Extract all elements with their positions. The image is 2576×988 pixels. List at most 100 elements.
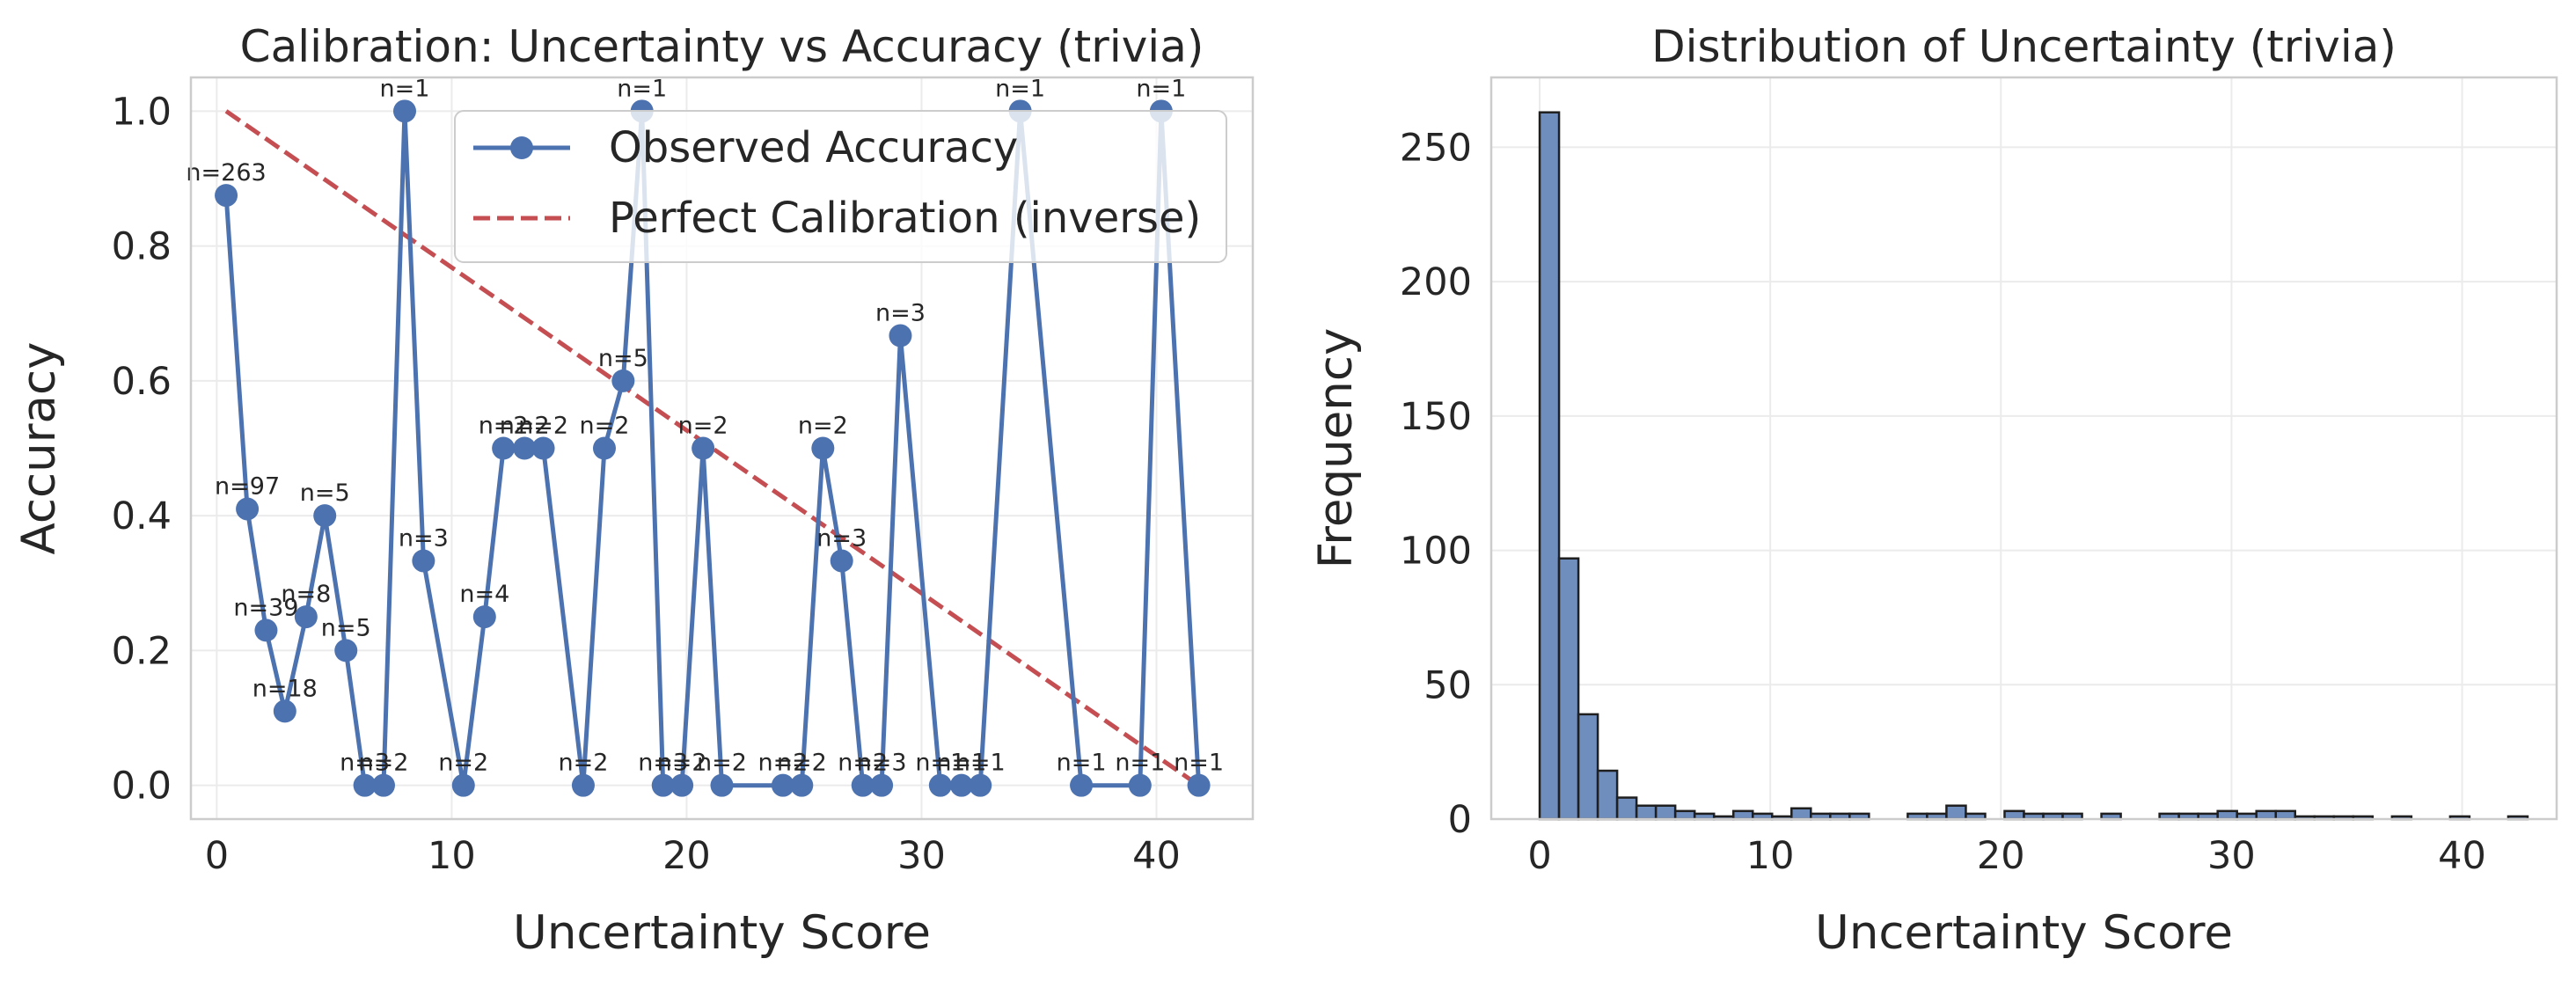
histogram-bar xyxy=(1635,804,1658,821)
count-annotation: n=5 xyxy=(598,345,648,372)
histogram-y-ticks: 0 50 100 150 200 250 xyxy=(1400,126,1472,842)
x-tick-label: 20 xyxy=(1977,834,2025,878)
count-annotation: n=3 xyxy=(875,300,926,327)
count-annotation: n=2 xyxy=(580,413,630,440)
histogram-x-axis-label: Uncertainty Score xyxy=(1815,906,2233,960)
histogram-bar xyxy=(2003,809,2025,821)
data-point xyxy=(928,773,952,797)
histogram-bar xyxy=(1615,796,1638,821)
histogram-bar xyxy=(2216,809,2238,821)
y-tick-label: 0.4 xyxy=(112,494,172,538)
histogram-bar xyxy=(1731,809,1754,821)
x-tick-label: 40 xyxy=(1132,834,1181,878)
histogram-plot-area xyxy=(1491,77,2557,819)
histogram-panel: 0 10 20 30 40 0 50 100 150 200 250 Distribution o… xyxy=(1309,21,2558,960)
y-tick-label: 0.0 xyxy=(112,765,172,809)
count-annotation: n=2 xyxy=(757,750,808,777)
data-point xyxy=(790,773,814,797)
y-tick-label: 0 xyxy=(1448,798,1472,842)
data-point xyxy=(371,773,395,797)
count-annotation: n=3 xyxy=(340,750,390,777)
legend-observed-accuracy-label: Observed Accuracy xyxy=(609,123,1018,172)
count-annotation: n=2 xyxy=(697,750,747,777)
count-annotation: n=2 xyxy=(657,750,707,777)
histogram-bar xyxy=(2274,809,2297,821)
histogram-bar xyxy=(1790,807,1812,821)
count-annotation: n=1 xyxy=(1115,750,1165,777)
data-point xyxy=(492,436,516,460)
count-annotation: n=4 xyxy=(459,581,509,608)
data-point xyxy=(771,773,794,797)
calibration-x-axis-label: Uncertainty Score xyxy=(513,906,931,960)
count-annotation: n=2 xyxy=(359,750,409,777)
histogram-bar xyxy=(1577,713,1599,821)
data-point xyxy=(313,504,337,528)
data-point xyxy=(1070,773,1094,797)
data-point xyxy=(254,618,278,642)
data-point xyxy=(611,369,635,392)
x-tick-label: 0 xyxy=(1527,834,1551,878)
x-tick-label: 30 xyxy=(2207,834,2256,878)
histogram-bar xyxy=(1596,769,1619,821)
count-annotation: n=2 xyxy=(518,413,568,440)
calibration-y-ticks: 0.0 0.2 0.4 0.6 0.8 1.0 xyxy=(112,90,172,808)
y-tick-label: 100 xyxy=(1400,530,1472,574)
x-tick-label: 40 xyxy=(2438,834,2486,878)
x-tick-label: 30 xyxy=(897,834,946,878)
count-annotation: n=1 xyxy=(380,75,430,102)
data-point xyxy=(571,773,595,797)
count-annotation: n=1 xyxy=(1057,750,1107,777)
histogram-bar xyxy=(1945,804,1967,821)
data-point xyxy=(969,773,992,797)
histogram-bars xyxy=(1538,111,2529,821)
data-point xyxy=(294,605,318,629)
x-tick-label: 10 xyxy=(428,834,476,878)
y-tick-label: 0.2 xyxy=(112,629,172,673)
data-point xyxy=(273,699,296,723)
data-point xyxy=(472,605,496,629)
data-point xyxy=(710,773,734,797)
count-annotation: n=39 xyxy=(233,594,298,621)
count-annotation: n=3 xyxy=(816,524,867,552)
histogram-bar xyxy=(2255,809,2277,821)
data-point xyxy=(889,324,912,348)
count-annotation: n=2 xyxy=(678,413,728,440)
count-annotation: n=263 xyxy=(186,159,266,187)
calibration-chart-title: Calibration: Uncertainty vs Accuracy (tr… xyxy=(240,21,1204,72)
data-point xyxy=(670,773,694,797)
y-tick-label: 0.6 xyxy=(112,360,172,404)
data-point xyxy=(811,436,835,460)
histogram-x-ticks: 0 10 20 30 40 xyxy=(1527,834,2486,878)
histogram-chart-title: Distribution of Uncertainty (trivia) xyxy=(1651,21,2397,72)
observed-accuracy-points xyxy=(215,99,1211,797)
y-tick-label: 150 xyxy=(1400,395,1472,439)
x-tick-label: 10 xyxy=(1746,834,1795,878)
count-annotation: n=3 xyxy=(638,750,688,777)
count-annotation: n=5 xyxy=(321,614,371,641)
y-tick-label: 250 xyxy=(1400,126,1472,170)
calibration-panel: n=263n=97n=39n=18n=8n=5n=5n=3n=2n=1n=3n=… xyxy=(12,21,1255,960)
histogram-bar xyxy=(1654,804,1677,821)
data-point xyxy=(236,497,260,521)
histogram-bar xyxy=(1673,809,1696,821)
count-annotation: n=2 xyxy=(479,413,529,440)
data-point xyxy=(531,436,555,460)
legend-perfect-calibration-label: Perfect Calibration (inverse) xyxy=(609,194,1201,243)
count-annotation: n=2 xyxy=(798,413,848,440)
x-tick-label: 20 xyxy=(662,834,711,878)
y-tick-label: 200 xyxy=(1400,260,1472,304)
count-annotation: n=2 xyxy=(777,750,827,777)
data-point xyxy=(651,773,675,797)
count-annotation: n=8 xyxy=(281,581,331,608)
count-annotation: n=1 xyxy=(1174,750,1224,777)
count-annotation: n=1 xyxy=(936,750,986,777)
count-annotation: n=1 xyxy=(915,750,965,777)
calibration-frame xyxy=(189,76,1255,821)
data-point xyxy=(870,773,894,797)
data-point xyxy=(830,549,853,573)
data-point xyxy=(334,639,358,662)
histogram-frame xyxy=(1489,76,2558,821)
count-annotation: n=18 xyxy=(252,675,318,702)
count-annotation: n=2 xyxy=(438,750,488,777)
count-annotation: n=1 xyxy=(617,75,667,102)
